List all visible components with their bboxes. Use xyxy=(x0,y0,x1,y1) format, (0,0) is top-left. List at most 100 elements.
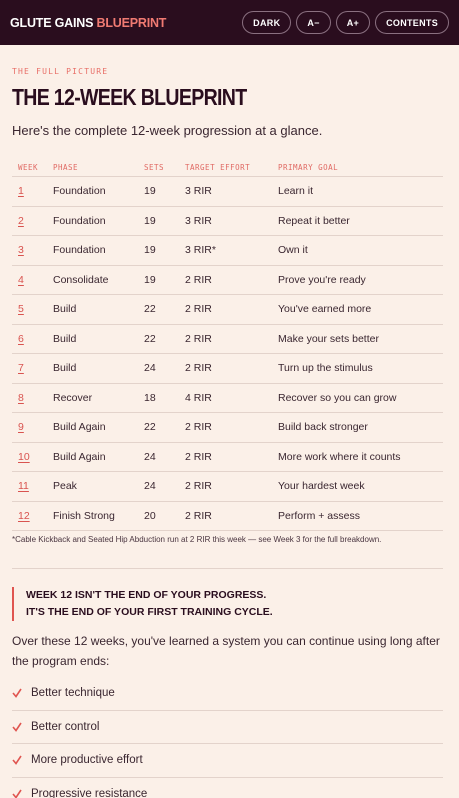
week-link[interactable]: 10 xyxy=(18,450,30,463)
table-cell: 2 RIR xyxy=(185,509,212,522)
table-cell: 3 RIR xyxy=(185,214,212,227)
check-icon xyxy=(12,688,22,699)
week-link[interactable]: 1 xyxy=(18,185,24,198)
table-cell: 19 xyxy=(144,244,156,257)
brand-accent: BLUEPRINT xyxy=(96,15,167,30)
table-cell: More work where it counts xyxy=(278,450,401,463)
week-link[interactable]: 7 xyxy=(18,362,24,375)
table-cell: 5 xyxy=(12,303,53,315)
table-cell: Foundation xyxy=(53,214,106,227)
callout-line: WEEK 12 ISN'T THE END OF YOUR PROGRESS. xyxy=(26,589,267,601)
table-cell: Build xyxy=(53,303,77,316)
table-row: 8 Recover 18 4 RIR Recover so you can grow xyxy=(12,384,443,413)
callout: WEEK 12 ISN'T THE END OF YOUR PROGRESS. I… xyxy=(12,587,273,621)
week-link[interactable]: 11 xyxy=(18,480,29,493)
table-row: 7 Build 24 2 RIR Turn up the stimulus xyxy=(12,354,443,384)
table-cell: 1 xyxy=(12,185,53,197)
table-cell: 4 xyxy=(12,274,53,286)
table-row: 11 Peak 24 2 RIR Your hardest week xyxy=(12,472,443,502)
table-cell: Build xyxy=(53,332,77,345)
table-row: 4 Consolidate 19 2 RIR Prove you're ready xyxy=(12,266,443,295)
table-cell: 3 RIR* xyxy=(185,244,216,257)
checklist-text: Progressive resistance xyxy=(31,787,148,798)
top-bar: GLUTE GAINS BLUEPRINT DARK A− A+ CONTENTS xyxy=(0,0,459,45)
table-row: 2 Foundation 19 3 RIR Repeat it better xyxy=(12,207,443,236)
table-cell: 22 xyxy=(144,303,156,316)
table-cell: Build back stronger xyxy=(278,421,368,434)
table-row: 12 Finish Strong 20 2 RIR Perform + assess xyxy=(12,502,443,531)
toolbar: DARK A− A+ CONTENTS xyxy=(242,11,449,34)
table-cell: Own it xyxy=(278,244,308,257)
checklist-item: More productive effort xyxy=(12,744,443,778)
table-cell: Foundation xyxy=(53,244,106,257)
table-cell: 11 xyxy=(12,480,53,492)
table-cell: 2 RIR xyxy=(185,332,212,345)
table-row: 1 Foundation 19 3 RIR Learn it xyxy=(12,177,443,207)
column-header: TARGET EFFORT xyxy=(185,162,251,172)
checklist-text: Better control xyxy=(31,720,100,733)
week-link[interactable]: 8 xyxy=(18,391,24,404)
table-row: 3 Foundation 19 3 RIR* Own it xyxy=(12,236,443,266)
table-cell: Your hardest week xyxy=(278,480,365,493)
week-link[interactable]: 4 xyxy=(18,273,24,286)
checklist-item: Progressive resistance xyxy=(12,778,443,798)
table-cell: 19 xyxy=(144,214,156,227)
table-cell: 20 xyxy=(144,509,156,522)
table-cell: Finish Strong xyxy=(53,509,115,522)
checklist: Better technique Better control More produ… xyxy=(12,677,443,798)
table-cell: Turn up the stimulus xyxy=(278,362,373,375)
week-link[interactable]: 6 xyxy=(18,332,24,345)
table-cell: 22 xyxy=(144,332,156,345)
column-header: SETS xyxy=(144,162,165,172)
table-cell: 3 xyxy=(12,244,53,256)
header-button[interactable]: A+ xyxy=(335,11,371,34)
table: WEEK PHASE SETS TARGET EFFORT PRIMARY GOAL 1 F… xyxy=(12,158,443,531)
table-cell: 2 RIR xyxy=(185,480,212,493)
table-cell: 2 RIR xyxy=(185,450,212,463)
table-row: 9 Build Again 22 2 RIR Build back stronger xyxy=(12,413,443,443)
checklist-item: Better technique xyxy=(12,677,443,711)
table-cell: Build Again xyxy=(53,450,106,463)
checklist-text: More productive effort xyxy=(31,754,143,767)
table-cell: 19 xyxy=(144,273,156,286)
table-cell: 3 RIR xyxy=(185,185,212,198)
table-cell: Perform + assess xyxy=(278,509,360,522)
table-cell: Repeat it better xyxy=(278,214,350,227)
week-link[interactable]: 3 xyxy=(18,244,24,257)
header-button[interactable]: DARK xyxy=(242,11,292,34)
table-cell: 8 xyxy=(12,392,53,404)
section-title: THE 12-WEEK BLUEPRINT xyxy=(12,84,247,110)
table-cell: Prove you're ready xyxy=(278,273,366,286)
week-link[interactable]: 5 xyxy=(18,303,24,316)
column-header: PHASE xyxy=(53,162,79,172)
divider xyxy=(12,568,443,569)
brand-name: GLUTE GAINS xyxy=(10,15,94,30)
check-icon xyxy=(12,789,22,798)
table-cell: 10 xyxy=(12,451,53,463)
table-cell: 6 xyxy=(12,333,53,345)
table-row: 5 Build 22 2 RIR You've earned more xyxy=(12,295,443,325)
table-cell: 7 xyxy=(12,362,53,374)
table-cell: Learn it xyxy=(278,185,314,198)
week-link[interactable]: 2 xyxy=(18,214,24,227)
eyebrow: THE FULL PICTURE xyxy=(12,67,109,76)
header-button[interactable]: A− xyxy=(296,11,331,34)
table-cell: 24 xyxy=(144,480,156,493)
header-button[interactable]: CONTENTS xyxy=(375,11,449,34)
column-header: PRIMARY GOAL xyxy=(278,162,339,172)
table-cell: Peak xyxy=(53,480,77,493)
column-header: WEEK xyxy=(18,162,39,172)
brand[interactable]: GLUTE GAINS BLUEPRINT xyxy=(10,16,242,30)
table-cell: 24 xyxy=(144,362,156,375)
table-cell: Build xyxy=(53,362,77,375)
week-link[interactable]: 9 xyxy=(18,421,24,434)
table-cell: Build Again xyxy=(53,421,106,434)
week-link[interactable]: 12 xyxy=(18,509,30,522)
table-cell: Make your sets better xyxy=(278,332,379,345)
table-cell: 4 RIR xyxy=(185,391,212,404)
table-cell: 12 xyxy=(12,510,53,522)
table-cell: Consolidate xyxy=(53,273,109,286)
table-cell: 2 xyxy=(12,215,53,227)
callout-line: IT'S THE END OF YOUR FIRST TRAINING CYCL… xyxy=(26,606,273,618)
